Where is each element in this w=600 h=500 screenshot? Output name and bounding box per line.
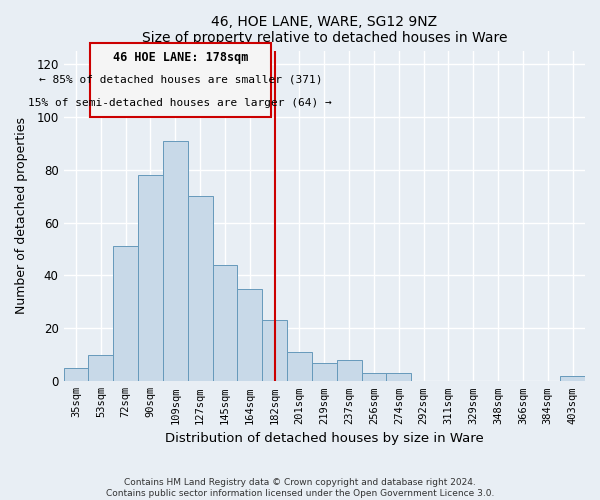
Bar (64, 368, 88, 382)
Text: ← 85% of detached houses are smaller (371): ← 85% of detached houses are smaller (37… (38, 74, 322, 85)
Title: 46, HOE LANE, WARE, SG12 9NZ
Size of property relative to detached houses in War: 46, HOE LANE, WARE, SG12 9NZ Size of pro… (142, 15, 507, 45)
Bar (163, 140, 188, 382)
Bar (113, 246, 138, 382)
Bar (386, 374, 411, 382)
Text: 46 HOE LANE: 178sqm: 46 HOE LANE: 178sqm (113, 50, 248, 64)
Bar (238, 288, 262, 382)
Bar (188, 196, 212, 382)
Bar (362, 374, 386, 382)
Bar (287, 352, 312, 382)
FancyBboxPatch shape (89, 42, 271, 117)
Text: Contains HM Land Registry data © Crown copyright and database right 2024.
Contai: Contains HM Land Registry data © Crown c… (106, 478, 494, 498)
Bar (138, 175, 163, 382)
Bar (212, 265, 238, 382)
Text: 15% of semi-detached houses are larger (64) →: 15% of semi-detached houses are larger (… (28, 98, 332, 108)
Bar (560, 376, 585, 382)
X-axis label: Distribution of detached houses by size in Ware: Distribution of detached houses by size … (165, 432, 484, 445)
Bar (262, 320, 287, 382)
Bar (88, 355, 113, 382)
Bar (312, 363, 337, 382)
Bar (337, 360, 362, 382)
Y-axis label: Number of detached properties: Number of detached properties (15, 118, 28, 314)
